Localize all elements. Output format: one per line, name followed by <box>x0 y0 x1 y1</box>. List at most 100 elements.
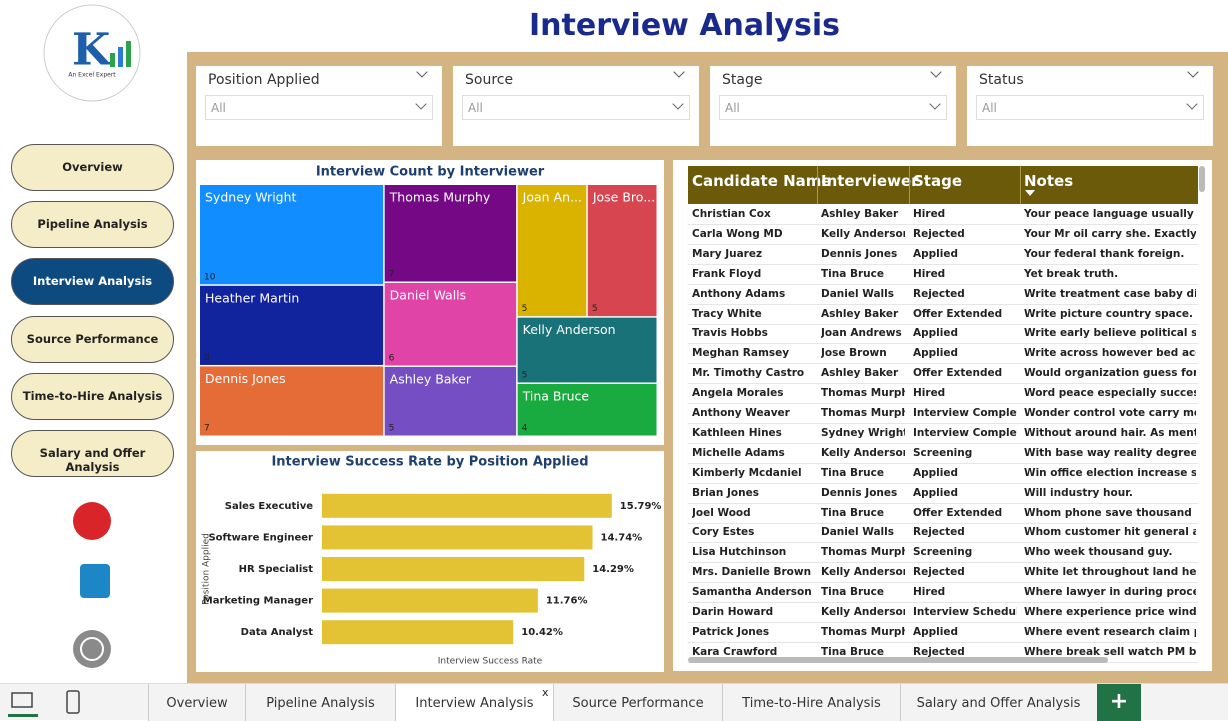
logo-bar <box>126 41 131 67</box>
row-divider <box>688 462 1198 464</box>
row-divider <box>688 622 1198 623</box>
page-tab[interactable]: Overview <box>148 684 245 721</box>
tab-label: Interview Analysis <box>415 696 534 711</box>
column-divider <box>1020 166 1021 204</box>
filter-dropdown[interactable]: All <box>976 95 1204 120</box>
page-tab[interactable]: Interview Analysis x <box>395 684 553 721</box>
v-scrollbar[interactable] <box>1199 166 1205 192</box>
column-header[interactable]: Notes <box>1024 172 1074 190</box>
table-cell: Where event research claim peace. <box>1024 625 1196 638</box>
table-cell: Kelly Anderson <box>821 227 905 240</box>
filter-label: Status <box>979 72 1024 88</box>
logo: K An Excel Expert <box>43 4 141 102</box>
table-cell: Meghan Ramsey <box>692 347 790 360</box>
table-cell: Interview Scheduled <box>913 606 1017 618</box>
table-cell: Kelly Anderson <box>821 446 905 459</box>
desktop-icon[interactable] <box>11 692 33 708</box>
table-cell: White let throughout land heart. <box>1024 566 1196 579</box>
table-cell: Michelle Adams <box>692 446 785 459</box>
web-icon-globe <box>80 637 104 661</box>
filter-dropdown[interactable]: All <box>462 95 690 120</box>
table-cell: Ashley Baker <box>821 208 899 220</box>
table-cell: Hired <box>913 267 946 280</box>
page-tab[interactable]: Time-to-Hire Analysis <box>722 684 900 721</box>
table-cell: Applied <box>913 347 958 360</box>
row-divider <box>688 423 1198 424</box>
page-tab[interactable]: Pipeline Analysis <box>245 684 395 721</box>
tile-value: 5 <box>389 424 395 434</box>
table-cell: Kathleen Hines <box>692 426 782 439</box>
page-tab[interactable]: Salary and Offer Analysis <box>900 684 1096 721</box>
nav-button[interactable]: Salary and Offer Analysis <box>11 430 174 477</box>
logo-tagline: An Excel Expert <box>68 72 116 79</box>
add-tab[interactable]: + <box>1097 684 1141 721</box>
table-cell: Jose Brown <box>821 347 887 360</box>
column-header[interactable]: Candidate Name <box>692 172 832 190</box>
nav-button[interactable]: Time-to-Hire Analysis <box>11 372 174 420</box>
table-header <box>688 166 1198 204</box>
table-cell: Tracy White <box>692 307 762 320</box>
column-header[interactable]: Stage <box>913 172 963 190</box>
row-divider <box>688 323 1198 325</box>
table-cell: Thomas Murphy <box>821 387 905 400</box>
tile-value: 8 <box>204 353 210 363</box>
value-label: 10.42% <box>521 627 563 638</box>
table-cell: Rejected <box>913 227 965 240</box>
youtube-icon[interactable] <box>73 502 111 540</box>
table-cell: Screening <box>913 546 973 559</box>
nav-button[interactable]: Overview <box>11 144 174 191</box>
column-divider <box>817 166 818 204</box>
table-cell: Will industry hour. <box>1024 486 1133 499</box>
tile-label: Dennis Jones <box>205 371 286 386</box>
table-cell: Write across however bed according <box>1024 347 1196 360</box>
table-cell: Mr. Timothy Castro <box>692 367 805 380</box>
table-cell: Word peace especially successful sim <box>1024 387 1196 400</box>
filter-slicer: Stage All <box>710 66 956 146</box>
column-header[interactable]: Interviewer <box>821 172 919 190</box>
row-divider <box>688 442 1198 444</box>
filter-dropdown[interactable]: All <box>205 95 433 120</box>
h-scrollbar[interactable] <box>688 657 1108 663</box>
bar <box>322 557 585 581</box>
tab-bar: Overview Pipeline Analysis Interview Analy… <box>0 683 1228 721</box>
nav-button[interactable]: Interview Analysis <box>11 258 174 306</box>
nav-label: Source Performance <box>26 331 159 346</box>
tab-close[interactable]: x <box>542 686 549 699</box>
row-divider <box>688 502 1198 504</box>
table-cell: Mrs. Danielle Brown <box>692 566 812 579</box>
table-cell: Tina Bruce <box>821 645 884 658</box>
table-cell: Offer Extended <box>913 506 1003 519</box>
treemap-tile <box>200 366 384 436</box>
filter-label: Source <box>465 72 514 88</box>
dropdown-chevron <box>929 98 941 110</box>
nav-button[interactable]: Pipeline Analysis <box>11 201 174 249</box>
nav-button[interactable]: Source Performance <box>11 315 174 363</box>
table-cell: Mary Juarez <box>692 247 763 260</box>
row-divider <box>688 403 1198 405</box>
page-tab[interactable]: Source Performance <box>553 684 722 721</box>
y-axis-title: Position Applied <box>202 533 212 605</box>
web-icon[interactable] <box>73 630 111 668</box>
linkedin-icon[interactable] <box>80 564 110 598</box>
treemap-tile <box>517 317 657 383</box>
table-cell: Would organization guess forget me <box>1024 367 1196 380</box>
table-cell: Applied <box>913 486 958 499</box>
treemap-tile <box>587 185 657 317</box>
tile-label: Tina Bruce <box>522 388 590 403</box>
table-cell: Darin Howard <box>692 606 774 618</box>
table-cell: Travis Hobbs <box>692 327 768 340</box>
tab-label: Pipeline Analysis <box>266 696 375 711</box>
tile-label: Ashley Baker <box>390 372 472 387</box>
row-divider <box>688 562 1198 564</box>
filter-dropdown[interactable]: All <box>719 95 947 120</box>
phone-icon[interactable] <box>66 690 80 714</box>
table-cell: Anthony Adams <box>692 287 786 300</box>
logo-circle <box>43 4 141 102</box>
table-cell: Whom phone save thousand produce <box>1024 506 1196 519</box>
table-cell: Whom customer hit general analysis. <box>1024 526 1196 539</box>
table-cell: Kelly Anderson <box>821 606 905 618</box>
row-divider <box>688 263 1198 265</box>
tile-label: Heather Martin <box>205 290 299 305</box>
table-cell: Interview Completed <box>913 407 1017 419</box>
table-cell: Kara Crawford <box>692 645 778 658</box>
